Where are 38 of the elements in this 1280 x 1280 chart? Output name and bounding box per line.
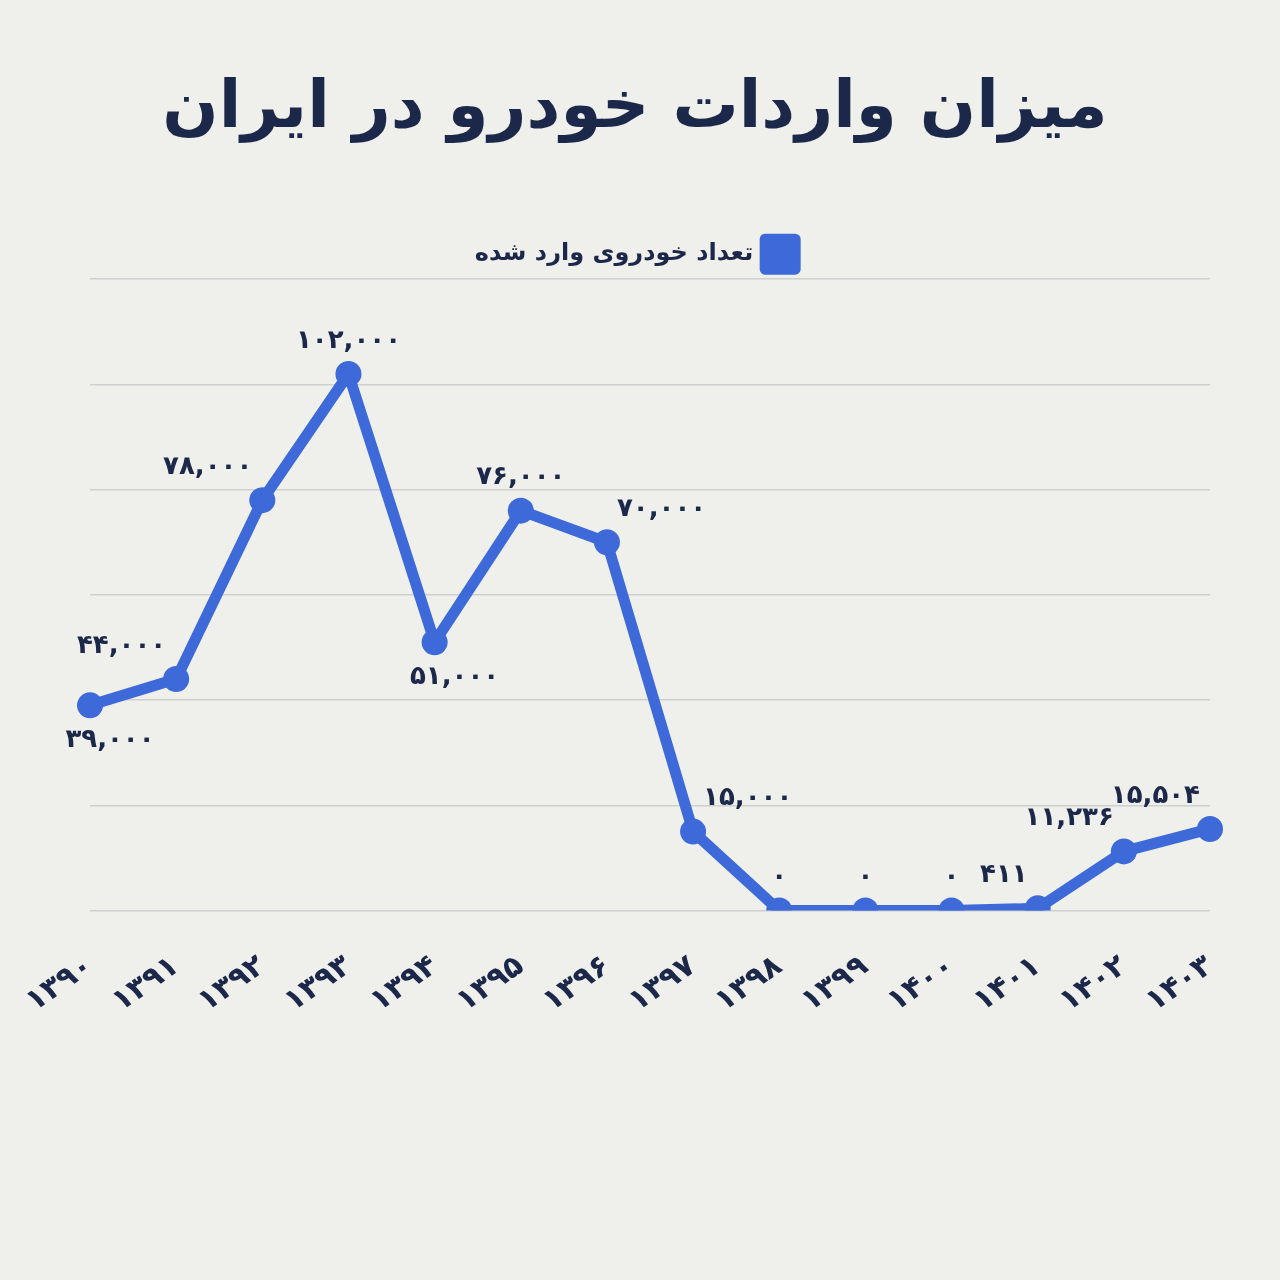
- point: [335, 360, 362, 387]
- x-tick-label: ۱۳۹۵: [449, 946, 530, 1018]
- point: [1197, 815, 1223, 842]
- data-label: ۷۸,۰۰۰: [163, 449, 253, 480]
- x-tick-label: ۱۳۹۸: [707, 946, 788, 1018]
- data-label: ۵۱,۰۰۰: [410, 659, 500, 690]
- data-label: ۴۱۱: [980, 858, 1028, 889]
- chart-title: میزان واردات خودرو در ایران: [162, 65, 1108, 144]
- data-label: ۰: [943, 860, 960, 891]
- x-tick-label: ۱۴۰۰: [879, 946, 961, 1018]
- x-tick-label: ۱۴۰۲: [1052, 946, 1133, 1018]
- data-label: ۳۹,۰۰۰: [65, 723, 155, 754]
- x-tick-label: ۱۳۹۴: [363, 946, 444, 1018]
- data-label: ۰: [857, 860, 874, 891]
- point: [593, 529, 620, 556]
- x-tick-label: ۱۳۹۱: [104, 946, 185, 1018]
- data-label: ۷۰,۰۰۰: [616, 491, 707, 522]
- point: [249, 487, 276, 514]
- x-tick-label: ۱۳۹۳: [276, 946, 357, 1018]
- x-tick-label: ۱۴۰۳: [1138, 946, 1219, 1018]
- data-label: ۰: [771, 860, 788, 891]
- x-tick-label: ۱۴۰۱: [966, 946, 1047, 1018]
- x-tick-label: ۱۳۹۰: [18, 946, 99, 1018]
- x-tick-label: ۱۳۹۷: [621, 946, 702, 1018]
- data-label: ۱۵,۰۰۰: [703, 781, 793, 812]
- data-label: ۷۶,۰۰۰: [476, 460, 566, 491]
- data-label: ۱۰۲,۰۰۰: [295, 323, 402, 354]
- point: [421, 629, 448, 656]
- x-tick-label: ۱۳۹۶: [535, 946, 616, 1018]
- x-tick-label: ۱۳۹۲: [190, 946, 271, 1018]
- x-tick-label: ۱۳۹۹: [793, 946, 874, 1018]
- point: [1110, 838, 1137, 865]
- legend-label: تعداد خودروی وارد شده: [474, 238, 754, 267]
- point: [163, 666, 190, 693]
- data-label: ۴۴,۰۰۰: [76, 628, 167, 659]
- point: [77, 692, 103, 719]
- point: [680, 818, 707, 845]
- point: [507, 497, 534, 524]
